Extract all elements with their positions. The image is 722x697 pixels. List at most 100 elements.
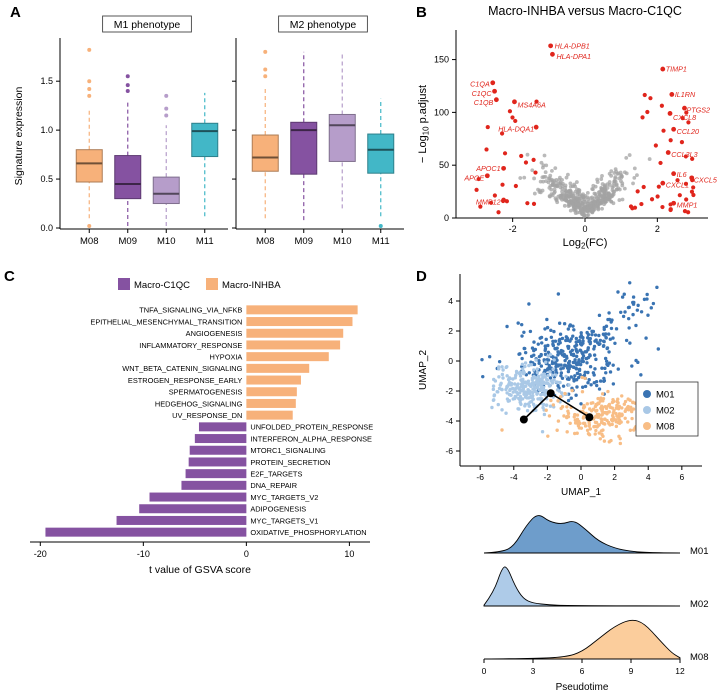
cell-point: [574, 378, 579, 382]
gray-point: [543, 170, 548, 175]
cell-point: [565, 405, 569, 409]
gene-point: [484, 173, 490, 179]
cell-point: [564, 374, 568, 379]
cell-point: [545, 317, 549, 322]
cell-point: [566, 369, 571, 374]
cell-point: [566, 361, 571, 365]
cell-point: [540, 373, 544, 377]
pathway-label: UNFOLDED_PROTEIN_RESPONSE: [250, 423, 373, 432]
cell-point: [576, 375, 581, 380]
gray-point: [518, 176, 523, 180]
gray-point: [604, 199, 609, 204]
cell-point: [597, 313, 602, 318]
cell-point: [525, 409, 530, 413]
cell-point: [619, 420, 623, 424]
red-point: [668, 207, 673, 213]
cell-point: [559, 374, 563, 378]
cell-point: [614, 424, 619, 429]
box: [251, 134, 279, 172]
cell-point: [620, 406, 624, 410]
cell-point: [518, 398, 522, 402]
cell-point: [655, 285, 659, 290]
y-tick-label: 1.0: [40, 125, 53, 135]
cell-point: [529, 354, 534, 359]
cell-point: [536, 342, 540, 346]
red-point: [660, 204, 665, 210]
cell-point: [575, 431, 579, 435]
cell-point: [600, 366, 604, 370]
legend-label: M08: [656, 422, 674, 433]
cell-point: [537, 354, 542, 359]
red-point: [533, 170, 538, 175]
pathway-label: MYC_TARGETS_V1: [250, 516, 318, 525]
cell-point: [559, 348, 564, 353]
ridge-label: M08: [690, 652, 708, 663]
gene-label: CCL20: [677, 127, 699, 136]
label-part: − Log: [417, 135, 429, 163]
cell-point: [511, 397, 515, 401]
cell-point: [546, 434, 550, 438]
cell-point: [588, 365, 593, 369]
cell-point: [603, 422, 607, 426]
y-tick-label: 1.5: [40, 76, 53, 86]
pathway-label: HYPOXIA: [210, 352, 243, 361]
cell-point: [556, 342, 561, 346]
pathway-bar: [246, 375, 301, 385]
gene-label: IL6: [677, 170, 687, 179]
gray-point: [522, 175, 527, 180]
cell-point: [630, 416, 634, 421]
red-point: [485, 124, 490, 130]
pathway-label: ADIPOGENESIS: [250, 505, 306, 514]
cell-point: [509, 383, 513, 387]
gene-label: HLA-DQA1: [498, 125, 534, 134]
cell-point: [595, 383, 599, 388]
gray-point: [596, 196, 601, 201]
cell-point: [550, 373, 555, 378]
pathway-bar: [246, 363, 310, 373]
pathway-label: TNFA_SIGNALING_VIA_NFKB: [139, 306, 242, 315]
gray-point: [538, 179, 543, 184]
cell-point: [574, 336, 579, 341]
gray-point: [571, 204, 576, 209]
gene-point: [550, 51, 555, 57]
cell-point: [566, 398, 571, 403]
cell-point: [606, 389, 610, 394]
cell-point: [626, 316, 631, 321]
cell-point: [572, 379, 576, 383]
red-point: [683, 154, 688, 159]
cell-point: [544, 360, 548, 364]
cell-point: [581, 385, 585, 389]
outlier-point: [164, 93, 169, 98]
gene-point: [665, 150, 671, 155]
gray-point: [617, 198, 622, 202]
pathway-bar: [246, 398, 296, 408]
cell-point: [558, 395, 563, 399]
gray-point: [593, 184, 598, 189]
cell-point: [569, 337, 573, 341]
cell-point: [569, 396, 573, 400]
cell-point: [587, 378, 591, 382]
panel-label-c: C: [4, 268, 15, 285]
x-tick-label: -4: [510, 472, 518, 482]
cell-point: [622, 292, 626, 296]
gene-point: [490, 80, 496, 86]
cell-point: [559, 363, 563, 367]
y-tick-label: -4: [445, 416, 453, 426]
gray-point: [575, 210, 580, 215]
y-tick-label: 0.5: [40, 174, 53, 184]
cell-point: [656, 347, 661, 351]
cell-point: [562, 321, 567, 326]
cell-point: [636, 303, 640, 308]
cell-point: [528, 400, 532, 404]
cell-point: [534, 358, 538, 362]
cell-point: [481, 374, 485, 379]
pathway-bar: [194, 434, 247, 444]
red-point: [499, 131, 505, 136]
cell-point: [613, 341, 617, 346]
pathway-label: MYC_TARGETS_V2: [250, 493, 318, 502]
cell-point: [593, 424, 597, 429]
cell-point: [496, 402, 500, 407]
cell-point: [541, 405, 545, 410]
box: [152, 176, 180, 205]
cell-point: [520, 367, 525, 371]
